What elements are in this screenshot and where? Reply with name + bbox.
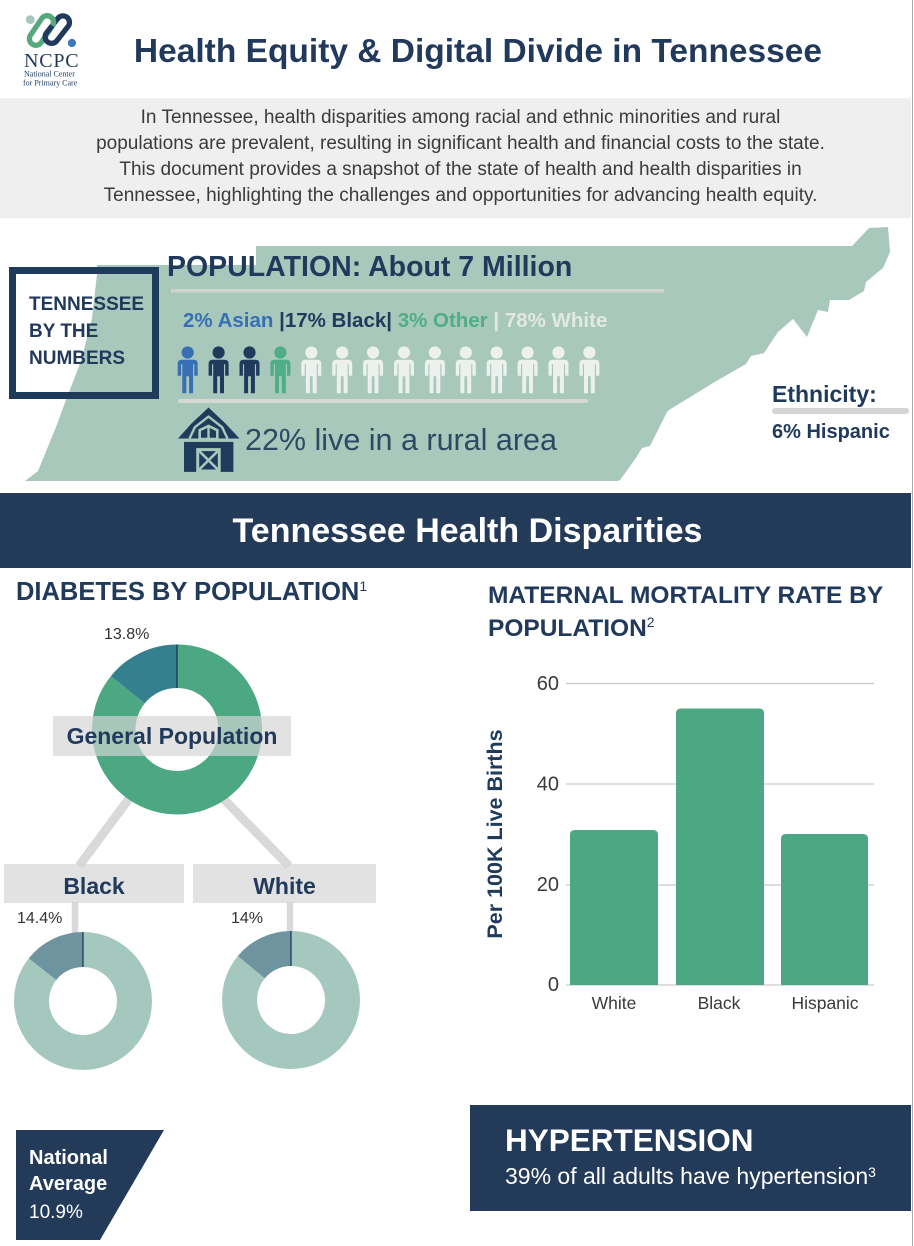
- svg-text:White: White: [592, 993, 637, 1013]
- svg-text:NCPC: NCPC: [24, 50, 79, 72]
- svg-text:National Center: National Center: [24, 70, 75, 79]
- svg-text:Hispanic: Hispanic: [791, 993, 858, 1013]
- svg-text:Black: Black: [698, 993, 741, 1013]
- svg-text:0: 0: [548, 974, 559, 996]
- svg-text:60: 60: [537, 673, 559, 695]
- svg-text:Per 100K Live Births: Per 100K Live Births: [483, 729, 507, 938]
- svg-text:20: 20: [537, 874, 559, 896]
- svg-text:for Primary Care: for Primary Care: [23, 79, 78, 88]
- svg-text:40: 40: [537, 774, 559, 796]
